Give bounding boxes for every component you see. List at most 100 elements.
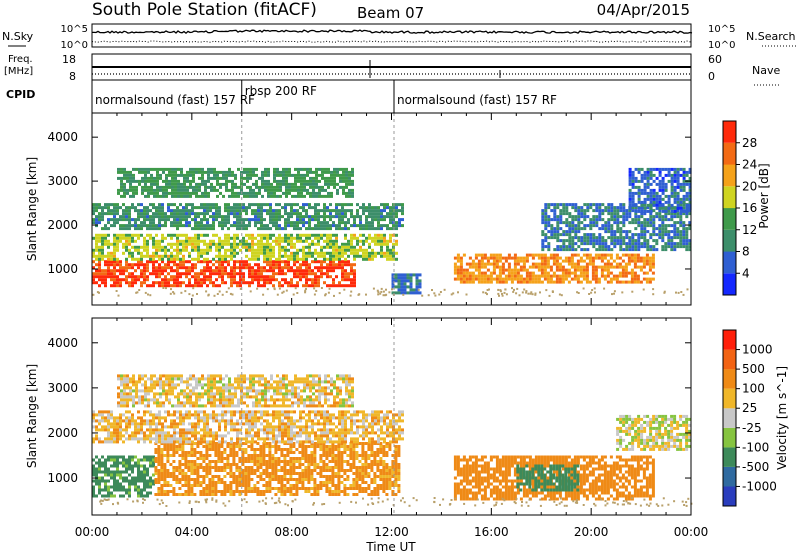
echo-cell [214,460,218,463]
echo-cell [200,218,203,222]
echo-cell [245,242,248,246]
echo-cell [301,478,305,481]
echo-cell [232,445,236,448]
echo-cell [314,242,317,246]
echo-cell [673,179,677,183]
echo-cell [391,276,395,280]
echo-cell [631,173,635,177]
echo-cell [673,215,677,219]
echo-cell [598,248,602,252]
echo-cell [184,478,188,481]
echo-cell [131,455,134,459]
echo-cell [610,215,614,219]
echo-cell [259,451,263,454]
echo-cell [646,176,650,180]
echo-cell [165,182,168,186]
echo-cell [539,291,541,294]
echo-cell [170,221,173,225]
echo-cell [244,475,248,478]
echo-cell [256,475,260,478]
echo-cell [179,209,182,213]
echo-cell [601,209,605,213]
echo-cell [233,224,236,228]
echo-cell [209,203,212,207]
echo-cell [377,291,380,294]
echo-cell [507,271,511,275]
echo-cell [125,263,128,267]
echo-cell [203,278,206,282]
echo-cell [495,280,499,284]
echo-cell [504,274,508,278]
echo-cell [119,260,122,264]
echo-cell [98,212,101,216]
echo-cell [673,230,677,234]
echo-cell [157,487,161,490]
echo-cell [661,227,665,231]
echo-cell [212,203,215,207]
colorbar-swatch [723,164,736,187]
echo-cell [525,290,528,293]
echo-cell [296,215,299,219]
echo-cell [525,280,529,284]
cpid-segment-label: rbsp 200 RF [245,84,317,98]
echo-cell [175,475,179,478]
echo-cell [330,173,333,177]
echo-cell [284,224,287,228]
echo-cell [655,242,659,246]
echo-cell [238,460,242,463]
echo-cell [152,239,155,243]
echo-cell [592,236,596,240]
echo-cell [610,236,614,240]
echo-cell [296,236,299,240]
echo-cell [274,463,278,466]
echo-cell [293,221,296,225]
echo-cell [483,274,487,278]
echo-cell [540,280,544,284]
echo-cell [550,230,554,234]
echo-cell [649,245,653,249]
echo-cell [528,274,532,278]
echo-cell [276,170,279,174]
echo-cell [634,185,638,189]
echo-cell [604,209,608,213]
echo-cell [468,262,472,266]
echo-cell [507,268,511,272]
echo-cell [212,263,215,267]
echo-cell [215,254,218,258]
echo-cell [670,239,674,243]
echo-cell [275,215,278,219]
echo-cell [230,284,233,288]
echo-cell [679,188,683,192]
echo-cell [348,191,351,195]
colorbar-swatch [723,251,736,274]
echo-cell [350,209,353,213]
echo-cell [203,203,206,207]
echo-cell [98,482,101,486]
echo-cell [265,490,269,493]
echo-cell [173,284,176,288]
echo-cell [286,460,290,463]
echo-cell [209,248,212,252]
echo-cell [603,265,607,269]
echo-cell [259,472,263,475]
echo-cell [622,242,626,246]
echo-cell [312,182,315,186]
echo-cell [640,236,644,240]
echo-cell [571,230,575,234]
echo-cell [171,176,174,180]
echo-cell [296,272,299,276]
echo-cell [171,170,174,174]
echo-cell [203,260,206,264]
echo-cell [611,293,613,296]
echo-cell [140,275,143,279]
echo-cell [272,263,275,267]
echo-cell [287,260,290,264]
echo-cell [227,275,230,279]
echo-cell [125,224,128,228]
echo-cell [300,176,303,180]
echo-cell [92,236,95,240]
echo-cell [244,457,248,460]
echo-cell [215,245,218,249]
echo-cell [583,218,587,222]
echo-cell [383,236,386,240]
